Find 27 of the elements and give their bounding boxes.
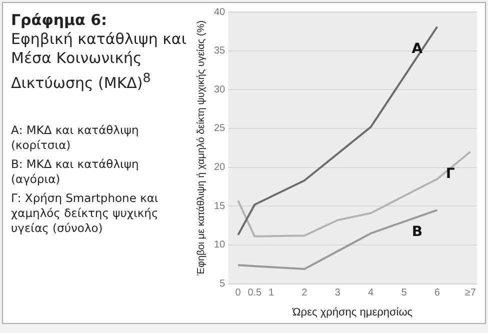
x-tick-label: 5: [401, 288, 408, 299]
y-tick-label: 5: [220, 278, 226, 290]
series-label: Γ: [446, 166, 455, 182]
y-tick-label: 25: [214, 123, 226, 134]
y-tick-label: 15: [214, 200, 226, 212]
x-tick-label: 2: [302, 288, 308, 299]
text: Α: ΜΚΔ και κατάθλιψη (κορίτσια): [11, 123, 140, 153]
x-tick-label: 4: [368, 288, 374, 299]
y-tick-label: 20: [214, 162, 226, 174]
x-tick-label: 1: [268, 288, 274, 299]
x-tick-label: 0.5: [248, 288, 262, 299]
y-tick-label: 40: [214, 6, 226, 18]
y-tick-label: 30: [214, 84, 226, 96]
text: Γ: Χρήση Smartphone και χαμηλός δείκτης ψυχικής υγείας (σύνολο): [11, 191, 160, 236]
x-tick-label: 3: [334, 288, 341, 299]
y-tick-label: 10: [214, 240, 226, 251]
x-tick-label: 0: [235, 288, 242, 299]
text: Β: ΜΚΔ και κατάθλιψη (αγόρια): [11, 157, 140, 187]
x-axis-title: Ώρες χρήσης ημερησίως: [292, 306, 413, 318]
series-label: Α: [412, 40, 423, 57]
x-tick-label: 6: [434, 288, 440, 299]
text: Γράφημα 6:: [11, 11, 108, 30]
text: Εφηβική κατάθλιψη και Μέσα Κοινωνικής Δικτύωσης (ΜΚΔ)$^{8}$: [11, 30, 188, 93]
y-tick-label: 35: [214, 46, 226, 57]
series-label: Β: [412, 224, 423, 240]
y-axis-title: Έφηβοι με κατάθλιψη ή χαμηλό δείκτη ψυχικής υγείας (%): [196, 20, 207, 276]
x-tick-label: ≥7: [464, 288, 476, 299]
